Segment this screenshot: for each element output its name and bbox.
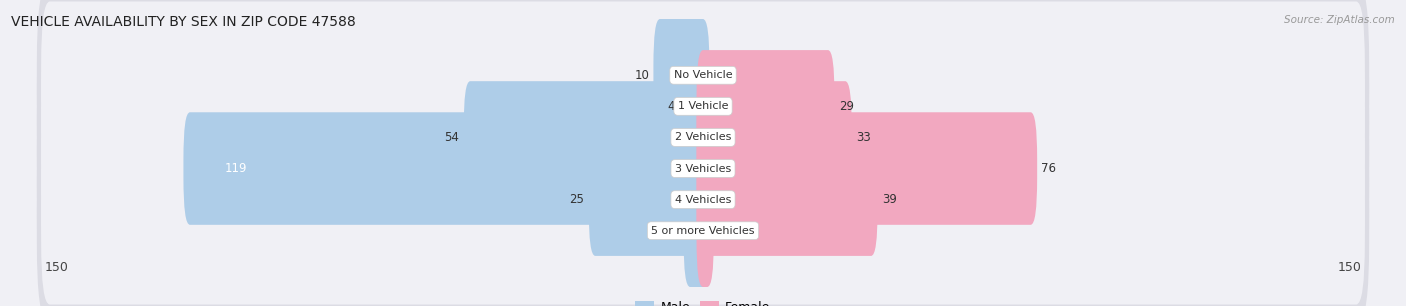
Text: 4 Vehicles: 4 Vehicles [675, 195, 731, 205]
Legend: Male, Female: Male, Female [630, 296, 776, 306]
Text: VEHICLE AVAILABILITY BY SEX IN ZIP CODE 47588: VEHICLE AVAILABILITY BY SEX IN ZIP CODE … [11, 15, 356, 29]
Text: 33: 33 [856, 131, 870, 144]
FancyBboxPatch shape [37, 17, 1369, 196]
FancyBboxPatch shape [679, 50, 710, 162]
FancyBboxPatch shape [696, 50, 835, 162]
Text: 2 Vehicles: 2 Vehicles [675, 132, 731, 143]
FancyBboxPatch shape [37, 79, 1369, 258]
FancyBboxPatch shape [696, 144, 877, 256]
Text: 1 Vehicle: 1 Vehicle [678, 101, 728, 111]
FancyBboxPatch shape [464, 81, 710, 194]
FancyBboxPatch shape [696, 174, 714, 287]
FancyBboxPatch shape [654, 19, 710, 132]
FancyBboxPatch shape [41, 32, 1365, 180]
FancyBboxPatch shape [696, 81, 852, 194]
Text: 25: 25 [569, 193, 585, 206]
FancyBboxPatch shape [41, 95, 1365, 242]
FancyBboxPatch shape [41, 126, 1365, 274]
FancyBboxPatch shape [37, 48, 1369, 227]
FancyBboxPatch shape [37, 110, 1369, 289]
Text: 76: 76 [1042, 162, 1056, 175]
Text: Source: ZipAtlas.com: Source: ZipAtlas.com [1284, 15, 1395, 25]
Text: 29: 29 [839, 100, 853, 113]
Text: 10: 10 [634, 69, 650, 82]
Text: 5 or more Vehicles: 5 or more Vehicles [651, 226, 755, 236]
FancyBboxPatch shape [37, 0, 1369, 165]
Text: 3: 3 [672, 224, 679, 237]
Text: 54: 54 [444, 131, 460, 144]
FancyBboxPatch shape [41, 2, 1365, 149]
Text: 4: 4 [668, 100, 675, 113]
Text: 39: 39 [882, 193, 897, 206]
Text: 119: 119 [225, 162, 247, 175]
Text: 0: 0 [714, 69, 721, 82]
Text: 3 Vehicles: 3 Vehicles [675, 163, 731, 174]
FancyBboxPatch shape [183, 112, 710, 225]
Text: No Vehicle: No Vehicle [673, 70, 733, 80]
FancyBboxPatch shape [696, 112, 1038, 225]
Text: 1: 1 [718, 224, 725, 237]
FancyBboxPatch shape [41, 157, 1365, 304]
FancyBboxPatch shape [37, 141, 1369, 306]
FancyBboxPatch shape [589, 144, 710, 256]
FancyBboxPatch shape [683, 174, 710, 287]
FancyBboxPatch shape [41, 64, 1365, 211]
